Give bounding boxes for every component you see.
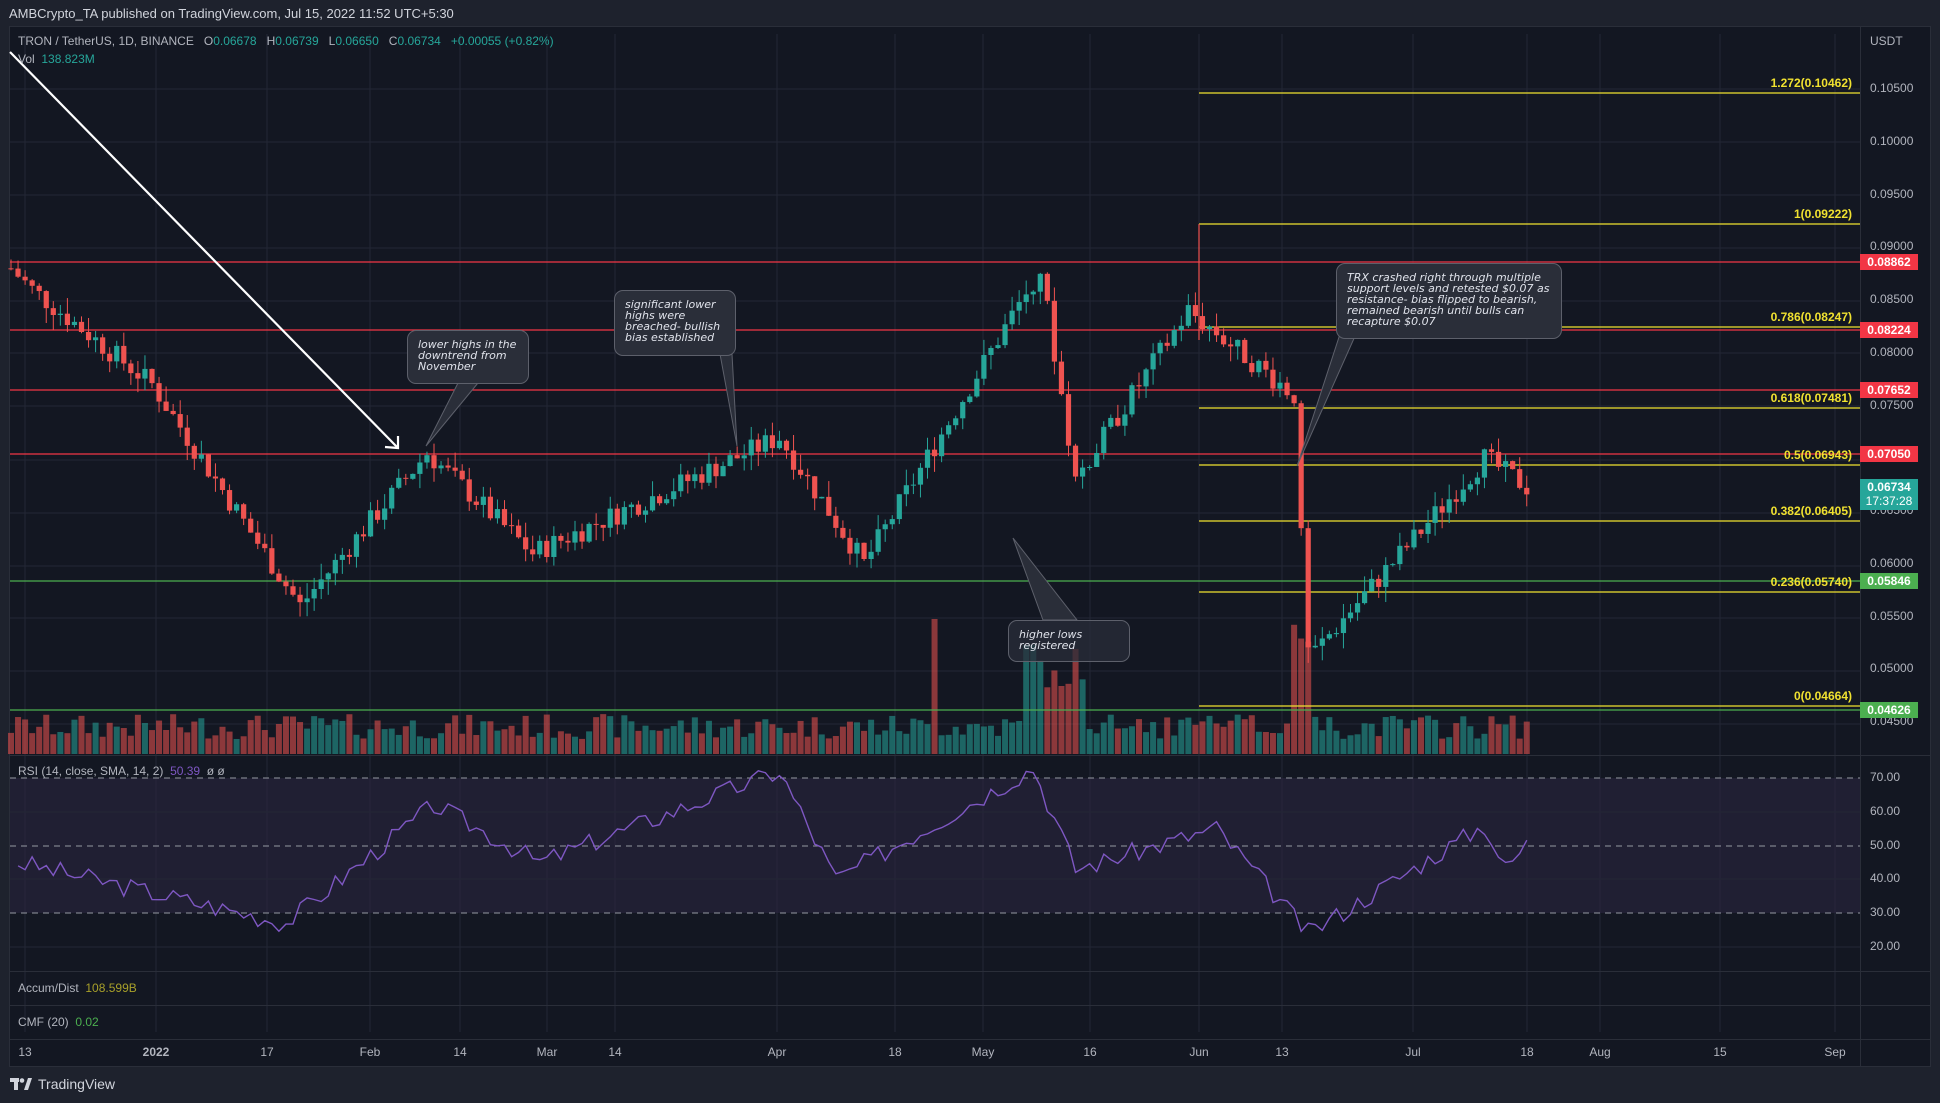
price-tick: 0.06000 xyxy=(1870,555,1914,570)
annotation-callout[interactable]: significant lower highs were breached- b… xyxy=(614,290,736,356)
annotation-callout[interactable]: lower highs in the downtrend from Novemb… xyxy=(407,330,529,384)
rsi-tick: 40.00 xyxy=(1870,871,1901,886)
level-tag: 0.08862 xyxy=(1860,254,1918,270)
volume-legend[interactable]: Vol 138.823M xyxy=(18,52,95,66)
low-value: 0.06650 xyxy=(335,34,379,48)
currency-label: USDT xyxy=(1870,34,1903,48)
volume-histogram xyxy=(8,619,1530,754)
annotation-callout[interactable]: TRX crashed right through multiple suppo… xyxy=(1336,263,1562,339)
time-tick: 18 xyxy=(888,1045,902,1059)
level-tag: 0.08224 xyxy=(1860,322,1918,338)
fib-label: 1(0.09222) xyxy=(1793,207,1852,221)
publish-bar: AMBCrypto_TA published on TradingView.co… xyxy=(0,0,1940,26)
fib-label: 0.236(0.05740) xyxy=(1770,575,1852,589)
level-tag: 0.07652 xyxy=(1860,382,1918,398)
time-tick: May xyxy=(971,1045,995,1059)
fib-label: 0.618(0.07481) xyxy=(1770,391,1852,405)
time-tick: 13 xyxy=(18,1045,32,1059)
time-tick: Jul xyxy=(1405,1045,1421,1059)
time-tick: Aug xyxy=(1589,1045,1611,1059)
time-tick: Feb xyxy=(359,1045,381,1059)
time-tick: Jun xyxy=(1189,1045,1209,1059)
publish-line: AMBCrypto_TA published on TradingView.co… xyxy=(9,6,454,21)
fib-label: 1.272(0.10462) xyxy=(1770,76,1852,90)
current-price-tag: 0.06734 17:37:28 xyxy=(1860,479,1918,510)
downtrend-arrow-icon xyxy=(9,51,400,450)
cmf-legend[interactable]: CMF (20) 0.02 xyxy=(18,1015,99,1029)
price-tick: 0.05500 xyxy=(1870,608,1914,623)
rsi-tick: 50.00 xyxy=(1870,837,1901,852)
price-tick: 0.05000 xyxy=(1870,661,1914,676)
time-tick: Mar xyxy=(536,1045,558,1059)
change-value: +0.00055 (+0.82%) xyxy=(450,34,554,48)
price-tick: 0.08000 xyxy=(1870,344,1914,359)
time-tick: 18 xyxy=(1520,1045,1534,1059)
fib-label: 0(0.04664) xyxy=(1793,689,1852,703)
annotation-callout[interactable]: higher lows registered xyxy=(1008,620,1130,662)
price-tick: 0.09500 xyxy=(1870,186,1914,201)
rsi-tick: 70.00 xyxy=(1870,770,1901,784)
rsi-legend[interactable]: RSI (14, close, SMA, 14, 2) 50.39 ø ø xyxy=(18,764,225,778)
time-tick: 14 xyxy=(608,1045,622,1059)
cmf-value: 0.02 xyxy=(75,1015,99,1029)
price-tick: 0.09000 xyxy=(1870,239,1914,254)
time-tick: 16 xyxy=(1083,1045,1097,1059)
rsi-tick: 60.00 xyxy=(1870,803,1901,818)
time-tick: 17 xyxy=(260,1045,274,1059)
accum-dist-value: 108.599B xyxy=(85,981,137,995)
rsi-bands xyxy=(10,777,1860,914)
price-tick: 0.08500 xyxy=(1870,292,1914,306)
price-tick: 0.10500 xyxy=(1870,81,1914,95)
price-axis-divider xyxy=(1860,26,1861,1066)
level-tag: 0.07050 xyxy=(1860,446,1918,462)
price-tick: 0.10000 xyxy=(1870,133,1914,148)
pane-divider[interactable] xyxy=(10,971,1930,972)
time-tick: 2022 xyxy=(142,1045,170,1059)
candlesticks xyxy=(8,259,1530,663)
symbol-legend[interactable]: TRON / TetherUS, 1D, BINANCE O0.06678 H0… xyxy=(18,34,554,48)
time-tick: 13 xyxy=(1275,1045,1289,1059)
rsi-tick: 20.00 xyxy=(1870,938,1901,953)
fib-label: 0.786(0.08247) xyxy=(1770,310,1852,324)
fib-label: 0.382(0.06405) xyxy=(1770,504,1852,518)
time-tick: 15 xyxy=(1713,1045,1727,1059)
pane-divider[interactable] xyxy=(10,1039,1930,1040)
time-tick: Sep xyxy=(1824,1045,1846,1059)
pane-divider[interactable] xyxy=(10,755,1930,756)
rsi-line xyxy=(17,770,1528,933)
footer-bar xyxy=(0,1067,1940,1103)
symbol-title: TRON / TetherUS, 1D, BINANCE xyxy=(18,34,194,48)
time-tick: 14 xyxy=(453,1045,467,1059)
tradingview-logo-icon xyxy=(10,1078,32,1090)
time-tick: Apr xyxy=(767,1045,787,1059)
level-tag: 0.05846 xyxy=(1860,573,1918,589)
volume-value: 138.823M xyxy=(41,52,95,66)
close-value: 0.06734 xyxy=(397,34,441,48)
rsi-tick: 30.00 xyxy=(1870,905,1901,919)
price-tick: 0.07500 xyxy=(1870,397,1914,412)
accum-dist-legend[interactable]: Accum/Dist 108.599B xyxy=(18,981,137,995)
fib-label: 0.5(0.06943) xyxy=(1783,448,1852,462)
open-value: 0.06678 xyxy=(213,34,257,48)
pane-divider[interactable] xyxy=(10,1005,1930,1006)
level-tag: 0.04626 xyxy=(1860,702,1918,718)
high-value: 0.06739 xyxy=(275,34,319,48)
tradingview-logo[interactable]: TradingView xyxy=(10,1076,115,1092)
rsi-value: 50.39 xyxy=(170,764,201,778)
